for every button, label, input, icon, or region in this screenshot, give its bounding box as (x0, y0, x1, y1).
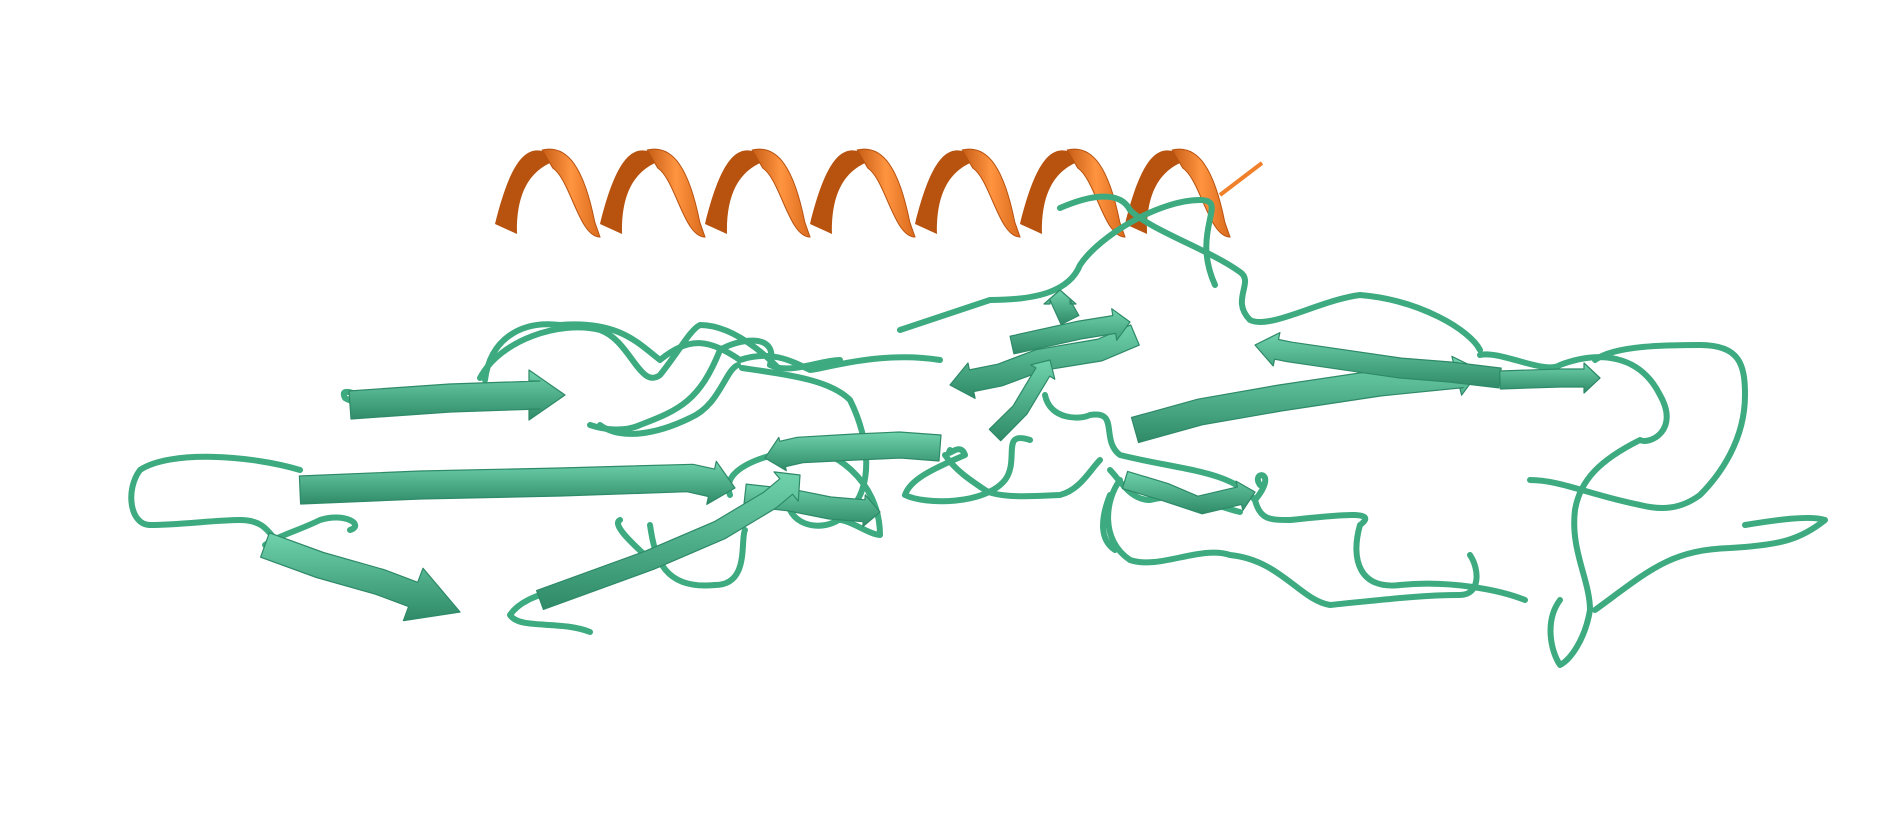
helix-turn-back (915, 150, 986, 234)
helix-turn-front (1171, 148, 1231, 238)
helix-turn-front (856, 148, 916, 238)
coil-segment (1042, 392, 1269, 503)
helix-turn-front (541, 148, 601, 238)
coil-segment (897, 197, 1218, 333)
coil-segment (482, 321, 943, 383)
beta-strand (298, 460, 736, 505)
beta-strand (260, 532, 461, 622)
helix-turn-front (751, 148, 811, 238)
coil-segment (1592, 514, 1828, 613)
helix-tail (1218, 161, 1264, 197)
coil-segment (1477, 351, 1670, 668)
helix-turn-back (600, 150, 671, 234)
coil-segment (1527, 342, 1748, 511)
coil-segment (1252, 497, 1528, 603)
helix-turn-front (646, 148, 706, 238)
beta-strand (348, 369, 566, 421)
helix-turn-front (1066, 148, 1126, 238)
beta-strand (988, 359, 1056, 442)
helix-turn-back (810, 150, 881, 234)
beta-strand (764, 431, 942, 472)
beta-strand (536, 471, 801, 610)
coil-segment (477, 322, 783, 381)
coil-segment (942, 452, 1103, 500)
beta-strands (260, 289, 1601, 622)
beta-strand (1009, 308, 1131, 355)
helix-turn-back (705, 150, 776, 234)
helix-turn-back (495, 150, 566, 234)
coil-segment (587, 337, 843, 433)
coil-segment (1100, 492, 1118, 553)
beta-strand (1043, 289, 1080, 326)
beta-strand (1130, 355, 1481, 444)
beta-strand (1499, 362, 1601, 394)
beta-strand (1254, 332, 1502, 389)
beta-strand (1121, 470, 1256, 515)
coil-segment (597, 362, 741, 437)
coil-segment (128, 453, 303, 551)
helix-turn-front (961, 148, 1021, 238)
coil-segment (1057, 193, 1483, 353)
helix-turn-back (1020, 150, 1091, 234)
alpha-helix (495, 148, 1264, 238)
coil-segment (902, 435, 1033, 505)
coil-segment (1105, 477, 1480, 608)
